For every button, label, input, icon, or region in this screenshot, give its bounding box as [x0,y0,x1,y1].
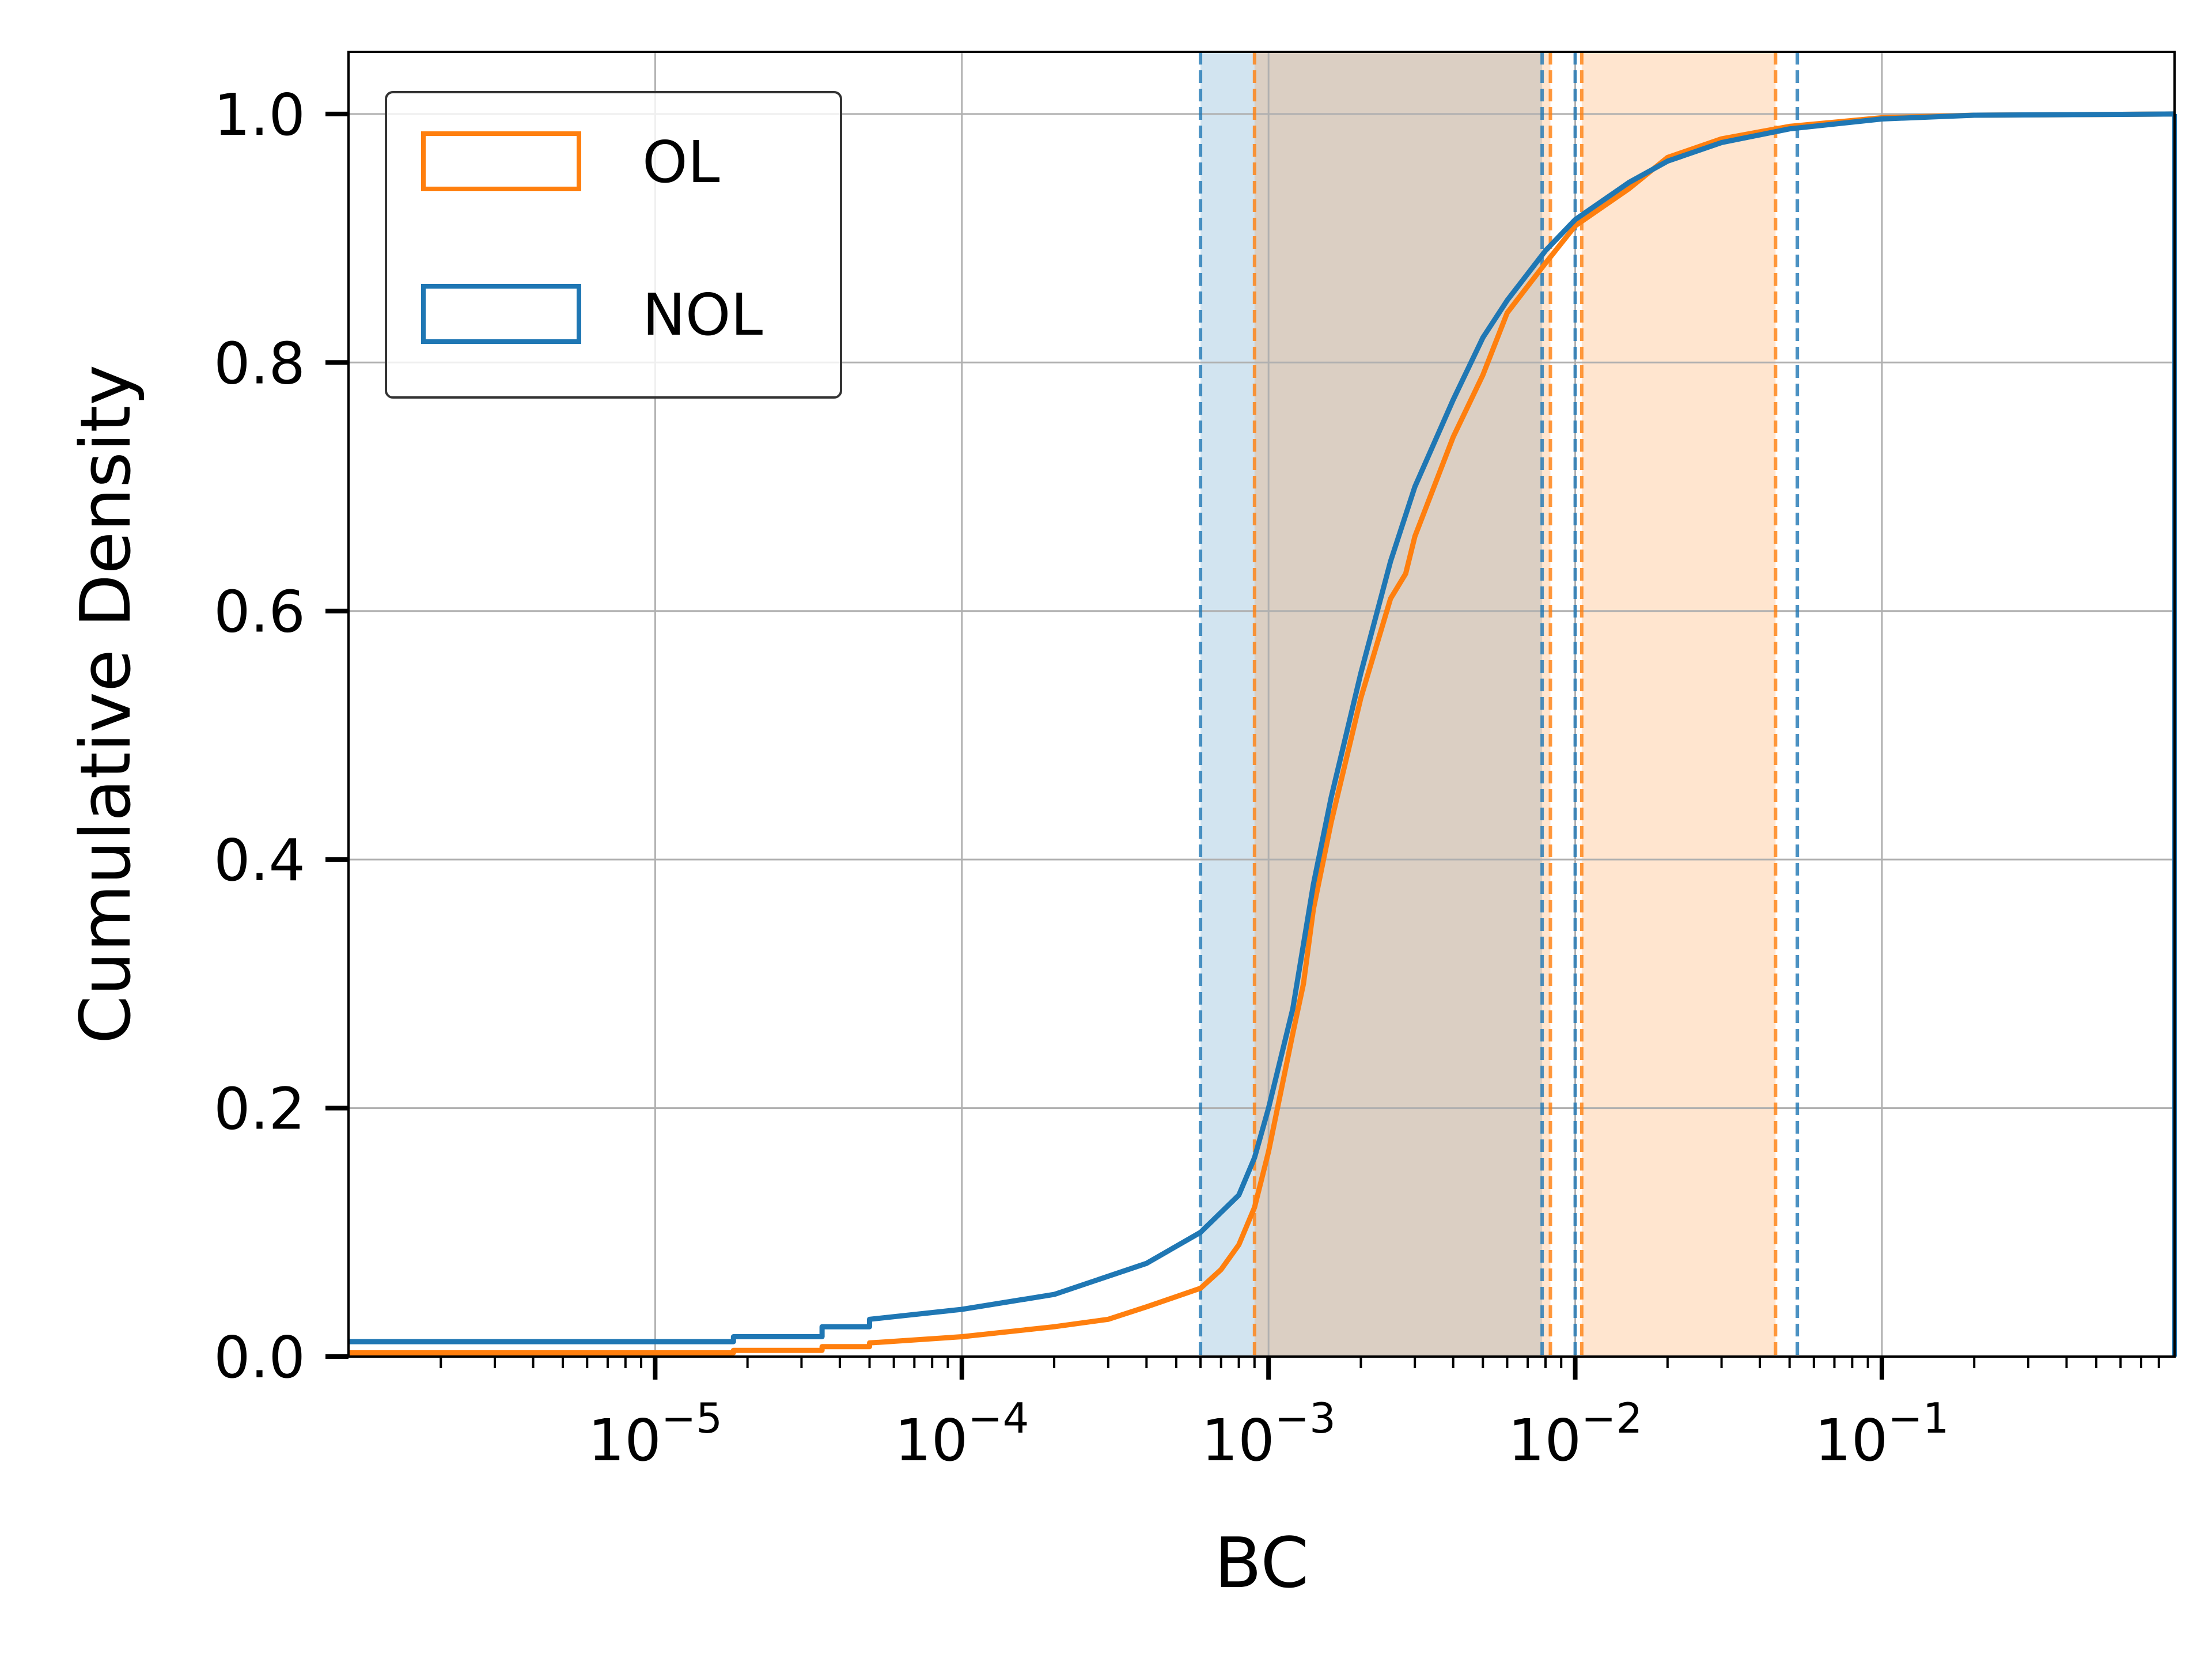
y-tick-label-5: 1.0 [214,81,305,149]
x-tick-label-0: 10−5 [588,1394,722,1474]
y-axis-label: Cumulative Density [66,365,146,1044]
y-tick-label-0: 0.0 [214,1324,305,1391]
x-tick-label-4: 10−1 [1815,1394,1949,1474]
grid-lines [349,52,2175,1358]
legend-label-ol: OL [642,128,720,196]
series-line-nol [349,111,2175,1344]
y-tick-label-2: 0.4 [214,827,305,894]
series-line-ol [349,111,2175,1355]
band-ol-2 [1581,52,1776,1357]
legend-label-nol: NOL [642,281,763,349]
x-tick-label-2: 10−3 [1201,1394,1335,1474]
shaded-ranges [1200,52,1776,1357]
y-tick-label-1: 0.2 [214,1075,305,1143]
legend-box [385,91,842,399]
plot-frame [347,51,2176,1358]
y-tick-label-3: 0.6 [214,578,305,646]
x-axis-label: BC [1214,1524,1309,1604]
legend-swatch-ol [421,131,581,191]
x-tick-label-3: 10−2 [1508,1394,1642,1474]
y-tick-label-4: 0.8 [214,329,305,397]
legend-swatch-nol [421,284,581,344]
band-ol-1 [1254,52,1551,1357]
dashed-range-lines [1199,52,1800,1357]
legend: OL NOL [385,91,842,399]
x-tick-label-1: 10−4 [895,1394,1029,1474]
